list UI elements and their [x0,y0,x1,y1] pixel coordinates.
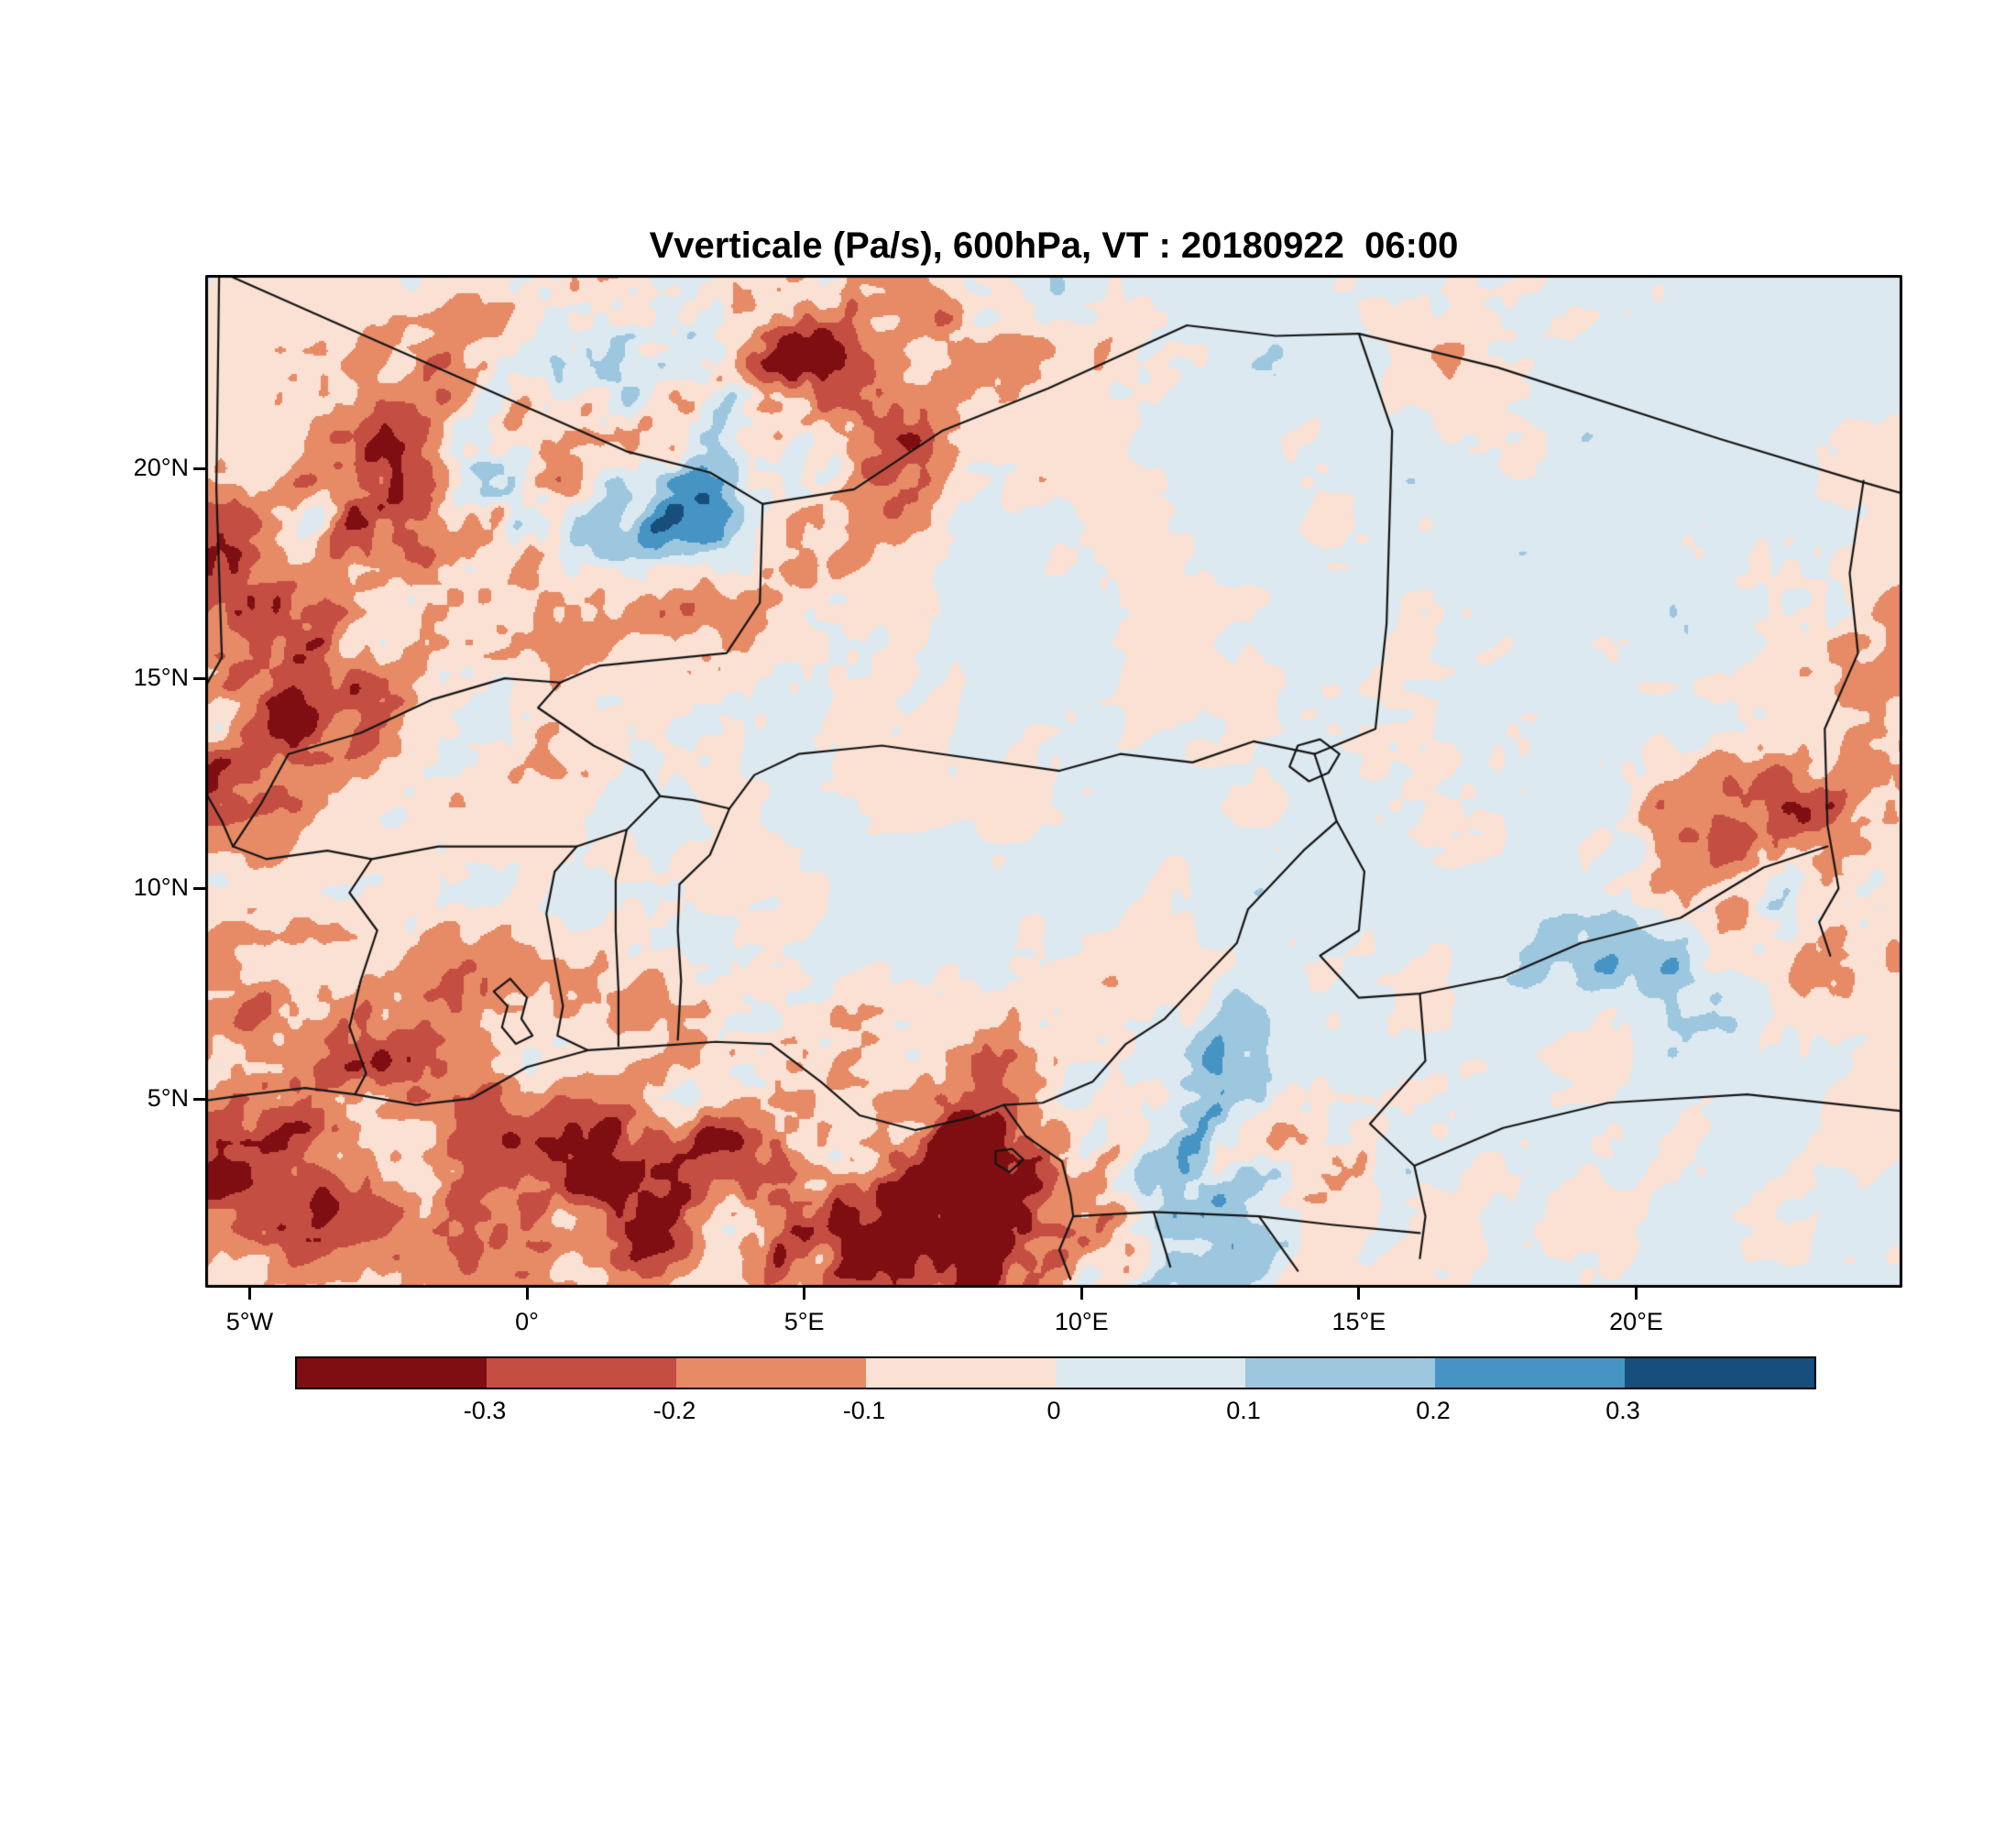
colorbar-segment [487,1358,676,1388]
lat-tick-label: 20°N [133,453,189,481]
lat-tick-mark [193,677,205,681]
colorbar-segment [866,1358,1056,1388]
lon-tick-label: 15°E [1331,1308,1386,1335]
lon-tick-label: 0° [515,1308,539,1335]
colorbar-tick-label: -0.2 [652,1397,696,1424]
colorbar-segment [1435,1358,1625,1388]
map-canvas [205,275,1902,1288]
lon-tick-mark [1357,1288,1361,1300]
lon-tick-label: 10°E [1054,1308,1109,1335]
colorbar-tick-label: 0.3 [1605,1397,1640,1424]
colorbar-segment [1056,1358,1245,1388]
lon-tick-mark [1634,1288,1638,1300]
lat-tick-label: 10°N [133,873,189,902]
colorbar-segment [1625,1358,1814,1388]
lat-tick-mark [193,887,205,891]
colorbar-segment [297,1358,487,1388]
colorbar-segment [676,1358,866,1388]
colorbar-tick-label: 0 [1046,1397,1061,1424]
colorbar-tick-label: -0.1 [842,1397,886,1424]
colorbar-tick-label: 0.2 [1416,1397,1451,1424]
colorbar-tick-label: 0.1 [1226,1397,1261,1424]
lon-tick-mark [803,1288,806,1300]
map-panel [205,275,1902,1288]
lat-tick-label: 5°N [147,1083,189,1112]
lat-tick-mark [193,1097,205,1101]
colorbar [295,1356,1816,1389]
lon-tick-mark [247,1288,251,1300]
lat-tick-mark [193,466,205,470]
colorbar-tick-label: -0.3 [463,1397,507,1424]
lon-tick-mark [1079,1288,1083,1300]
colorbar-segment [1245,1358,1435,1388]
lat-tick-label: 15°N [133,664,189,692]
lon-tick-label: 5°E [783,1308,825,1335]
figure-title: Vverticale (Pa/s), 600hPa, VT : 20180922… [649,225,1459,266]
lon-tick-mark [525,1288,529,1300]
lon-tick-label: 20°E [1609,1308,1663,1335]
lon-tick-label: 5°W [225,1308,274,1335]
